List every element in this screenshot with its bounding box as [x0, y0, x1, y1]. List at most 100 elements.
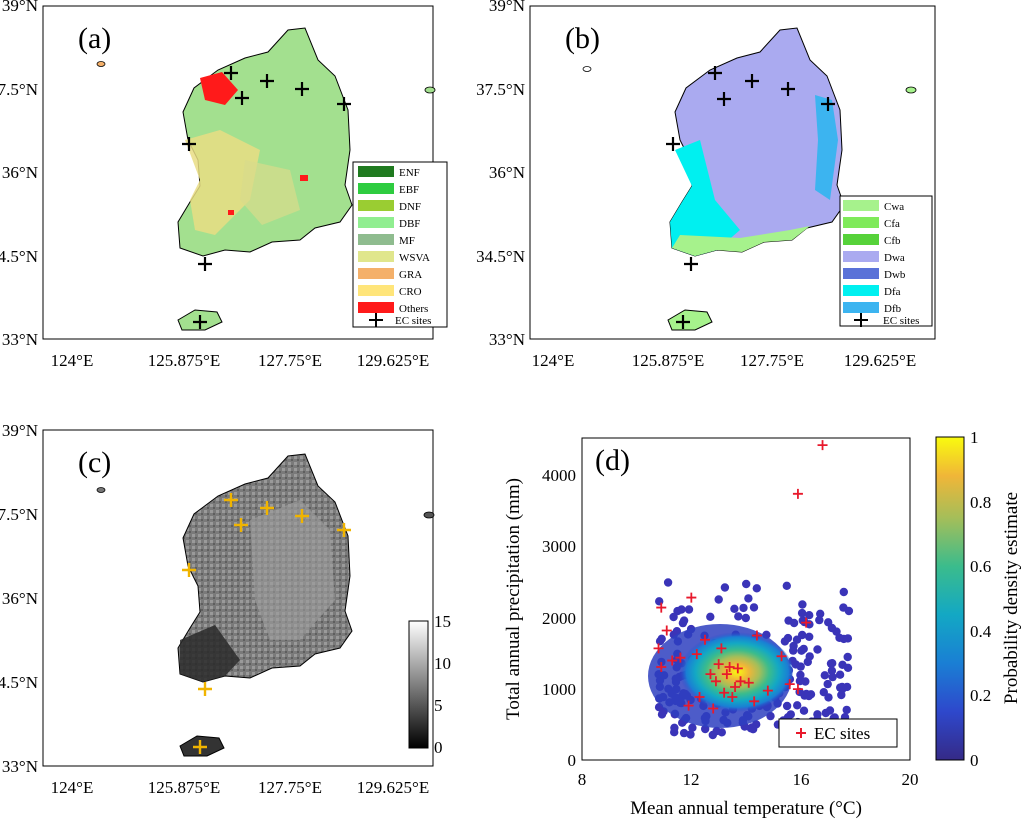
legend-a-item-7: CRO [399, 286, 422, 298]
ec-site-marker [705, 669, 716, 680]
panel-c-ec-sites [182, 493, 351, 754]
lon-tick: 125.875°E [148, 778, 220, 797]
density-point [843, 652, 852, 662]
density-point [734, 612, 743, 621]
density-point [827, 666, 837, 675]
lon-tick: 125.875°E [148, 351, 220, 370]
density-point [730, 604, 739, 613]
y-tick: 2000 [542, 609, 576, 628]
panel-b: (b) Cwa Cfa Cfb [476, 0, 936, 370]
lat-tick: 33°N [2, 330, 38, 349]
legend-a-item-5: WSVA [399, 252, 430, 264]
lat-tick: 33°N [2, 757, 38, 776]
legend-a-item-3: DBF [399, 218, 420, 230]
panel-b-label: (b) [565, 22, 600, 55]
density-point [802, 689, 811, 699]
korea-climate-map [582, 27, 917, 331]
panel-c-axes [42, 429, 434, 767]
lon-tick: 124°E [51, 351, 94, 370]
colorbar-d-tick: 0.8 [970, 493, 991, 512]
ec-site-marker [743, 677, 754, 688]
density-point [749, 603, 759, 612]
density-point [752, 584, 761, 593]
density-point [796, 670, 805, 680]
x-tick: 16 [793, 770, 810, 789]
y-tick: 0 [568, 751, 577, 770]
panel-d-label: (d) [595, 444, 630, 477]
density-point [842, 682, 852, 692]
lon-tick: 129.625°E [844, 351, 916, 370]
ec-site-marker [719, 687, 730, 698]
density-point [748, 725, 758, 734]
legend-b-item-4: Dwb [884, 269, 906, 281]
ec-site-marker [667, 655, 678, 666]
y-tick: 1000 [542, 680, 576, 699]
panel-b-ticks: 39°N 37.5°N 36°N 34.5°N 33°N 124°E 125.8… [476, 0, 916, 370]
y-axis-title: Total annual precipitation (mm) [503, 478, 524, 720]
panel-d-axes [581, 437, 911, 761]
legend-a-item-0: ENF [399, 167, 420, 179]
lon-tick: 127.75°E [258, 778, 322, 797]
lon-tick: 129.625°E [357, 778, 429, 797]
lat-tick: 34.5°N [0, 247, 38, 266]
korea-landcover-map [96, 27, 436, 331]
density-point [797, 608, 807, 618]
panel-a-label: (a) [78, 22, 111, 55]
density-point [679, 728, 689, 738]
colorbar-d-title: Probability density estimate [1001, 492, 1022, 704]
panel-c-ticks: 39°N 37.5°N 36°N 34.5°N 33°N 124°E 125.8… [0, 421, 429, 797]
x-axis-title: Mean annual temperature (°C) [630, 798, 862, 819]
ec-site-marker [694, 692, 705, 703]
panel-d-ticks: 0 1000 2000 3000 4000 8 12 16 20 [542, 466, 919, 789]
density-point [824, 618, 833, 627]
density-point [820, 671, 829, 680]
colorbar-c-tick: 10 [434, 654, 451, 673]
density-point [843, 634, 853, 643]
lat-tick: 34.5°N [0, 673, 38, 692]
ec-site-marker [784, 679, 795, 690]
colorbar-d-tick: 0 [970, 751, 979, 770]
density-point [839, 587, 848, 597]
density-point [791, 660, 800, 669]
panel-d: (d) EC sites 0 1000 2000 3000 4000 8 12 … [503, 428, 1022, 819]
y-tick: 3000 [542, 537, 576, 556]
density-point [678, 618, 688, 628]
density-cloud [648, 578, 854, 740]
density-point [720, 583, 730, 592]
ec-site-marker [708, 703, 719, 714]
y-tick: 4000 [542, 466, 576, 485]
density-point [805, 652, 814, 661]
panel-c: (c) 15 10 5 0 39°N 37.5° [0, 421, 451, 797]
legend-a-item-1: EBF [399, 184, 419, 196]
ec-site-marker [653, 643, 664, 654]
density-point [782, 701, 792, 711]
lon-tick: 124°E [532, 351, 575, 370]
density-point [686, 730, 695, 739]
legend-b-item-0: Cwa [884, 201, 904, 213]
panel-c-label: (c) [78, 446, 111, 479]
lat-tick: 36°N [489, 163, 525, 182]
legend-b-item-6: Dfb [884, 303, 902, 315]
ec-site-marker [700, 634, 710, 645]
ec-site-marker [686, 592, 697, 603]
density-point [805, 632, 814, 641]
x-tick: 8 [578, 770, 587, 789]
ec-site-marker [732, 663, 743, 674]
ec-site-marker [792, 488, 803, 499]
colorbar-c-tick: 15 [434, 612, 451, 631]
panel-b-ec-sites [666, 66, 835, 329]
lat-tick: 37.5°N [0, 80, 38, 99]
lon-tick: 127.75°E [258, 351, 322, 370]
lat-tick: 37.5°N [0, 505, 38, 524]
lon-tick: 129.625°E [357, 351, 429, 370]
density-point [741, 613, 750, 623]
legend-b-item-2: Cfb [884, 235, 901, 247]
density-point [712, 726, 721, 736]
panel-a-ec-sites [182, 66, 351, 329]
ec-site-marker [683, 700, 694, 711]
lat-tick: 33°N [489, 330, 525, 349]
ec-site-marker [721, 669, 732, 680]
x-tick: 12 [683, 770, 700, 789]
colorbar-d-tick: 1 [970, 428, 979, 447]
panel-d-colorbar: 1 0.8 0.6 0.4 0.2 0 Probability density … [935, 428, 1022, 770]
